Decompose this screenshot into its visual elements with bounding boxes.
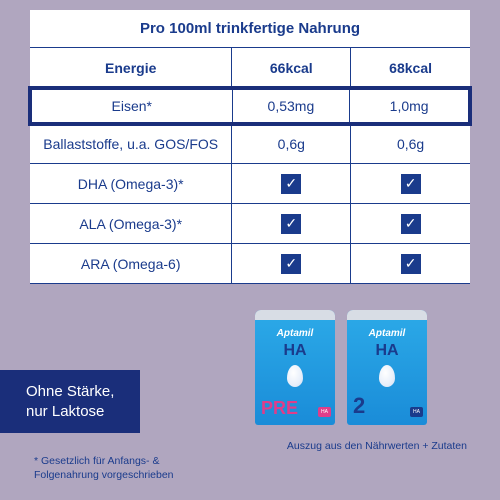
row-label: Energie [30, 48, 232, 87]
table-header: Pro 100ml trinkfertige Nahrung [30, 10, 470, 48]
row-value-1: ✓ [232, 204, 351, 243]
table-row: ALA (Omega-3)* ✓ ✓ [30, 204, 470, 244]
row-label: Ballaststoffe, u.a. GOS/FOS [30, 124, 232, 163]
product-variant: PRE [261, 398, 298, 419]
table-row: DHA (Omega-3)* ✓ ✓ [30, 164, 470, 204]
table-row: Ballaststoffe, u.a. GOS/FOS0,6g0,6g [30, 124, 470, 164]
row-value-2: ✓ [351, 204, 470, 243]
row-value-2: 0,6g [351, 124, 470, 163]
row-value-1: 0,6g [232, 124, 351, 163]
banner-line2: nur Laktose [26, 403, 104, 420]
product-drop-icon [379, 365, 395, 387]
product-line: HA [255, 342, 335, 360]
product-variant: 2 [353, 393, 365, 419]
product-brand: Aptamil [347, 328, 427, 339]
product-pre: Aptamil HA PRE HA [255, 310, 335, 425]
product-drop-icon [287, 365, 303, 387]
row-value-2: ✓ [351, 244, 470, 283]
footnote-left-l1: * Gesetzlich für Anfangs- & [34, 455, 159, 467]
info-banner: Ohne Stärke, nur Laktose [0, 370, 140, 433]
product-brand: Aptamil [255, 328, 335, 339]
row-value-2: 1,0mg [350, 90, 468, 122]
row-value-2: ✓ [351, 164, 470, 203]
row-value-1: 66kcal [232, 48, 351, 87]
row-label: ALA (Omega-3)* [30, 204, 232, 243]
footnote-right: Auszug aus den Nährwerten + Zutaten [282, 440, 467, 454]
product-images: Aptamil HA PRE HA Aptamil HA 2 HA [255, 310, 427, 425]
table-row: Energie66kcal68kcal [30, 48, 470, 88]
row-value-1: ✓ [232, 244, 351, 283]
row-label: DHA (Omega-3)* [30, 164, 232, 203]
footnote-left: * Gesetzlich für Anfangs- & Folgenahrung… [34, 455, 174, 482]
product-line: HA [347, 342, 427, 360]
row-label: Eisen* [32, 90, 233, 122]
check-icon: ✓ [401, 174, 421, 194]
table-row: ARA (Omega-6) ✓ ✓ [30, 244, 470, 284]
row-value-1: ✓ [232, 164, 351, 203]
product-tag: HA [410, 407, 423, 417]
check-icon: ✓ [401, 254, 421, 274]
footnote-left-l2: Folgenahrung vorgeschrieben [34, 469, 174, 481]
row-value-2: 68kcal [351, 48, 470, 87]
row-label: ARA (Omega-6) [30, 244, 232, 283]
table-row: Eisen*0,53mg1,0mg [28, 86, 472, 126]
check-icon: ✓ [281, 174, 301, 194]
check-icon: ✓ [401, 214, 421, 234]
banner-line1: Ohne Stärke, [26, 383, 114, 400]
row-value-1: 0,53mg [233, 90, 351, 122]
product-tag: HA [318, 407, 331, 417]
nutrition-table: Pro 100ml trinkfertige Nahrung Energie66… [30, 10, 470, 284]
check-icon: ✓ [281, 214, 301, 234]
product-2: Aptamil HA 2 HA [347, 310, 427, 425]
check-icon: ✓ [281, 254, 301, 274]
